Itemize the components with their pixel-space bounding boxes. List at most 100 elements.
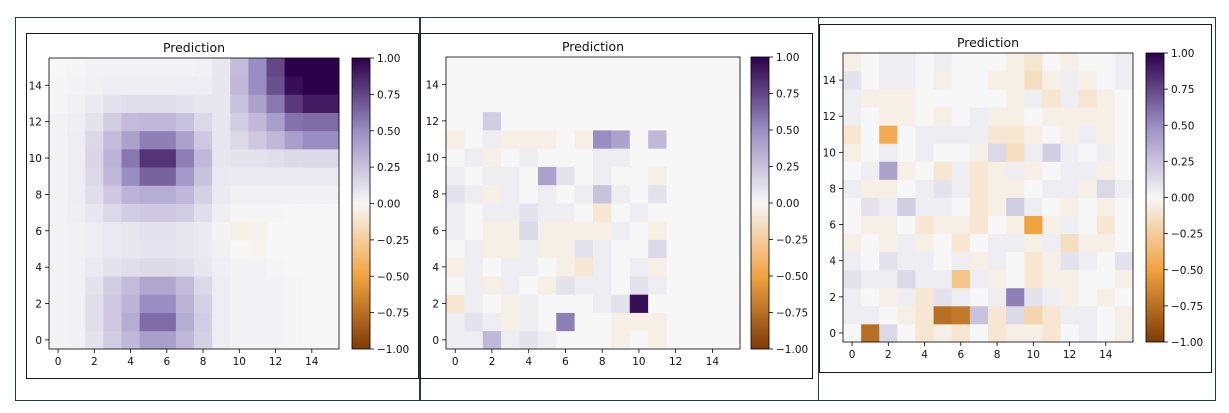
heatmap-cell	[721, 294, 741, 313]
heatmap-cell	[157, 76, 177, 95]
heatmap-cell	[574, 130, 594, 149]
heatmap-cell	[464, 221, 484, 240]
heatmap-cell	[951, 287, 971, 307]
heatmap-cell	[1024, 89, 1043, 108]
x-tick-label: 4	[921, 349, 928, 361]
colorbar	[1145, 52, 1165, 343]
heatmap-cell	[320, 94, 340, 113]
heatmap-cell	[230, 203, 249, 223]
heatmap-cell	[121, 130, 141, 150]
colorbar-tick-label: −0.75	[776, 308, 808, 320]
heatmap-cell	[933, 71, 953, 90]
heatmap-cell	[1114, 143, 1134, 162]
heatmap-cell	[537, 57, 557, 76]
heatmap-cell	[703, 312, 723, 332]
heatmap-cell	[175, 112, 195, 132]
heatmap-cell	[1024, 107, 1043, 126]
x-tick-label: 12	[1063, 349, 1076, 361]
heatmap-cell	[49, 112, 68, 132]
heatmap-cell	[629, 184, 649, 204]
heatmap-cell	[121, 94, 141, 113]
heatmap-cell	[284, 58, 304, 77]
heatmap-cell	[482, 130, 502, 149]
heatmap-cell	[212, 294, 231, 314]
heatmap-cell	[988, 269, 1007, 289]
heatmap-cell	[988, 161, 1007, 180]
heatmap-cell	[684, 111, 704, 131]
heatmap-cell	[1096, 323, 1116, 343]
heatmap-cell	[103, 112, 122, 132]
heatmap-cell	[969, 143, 989, 162]
colorbar-tick-label: 0.00	[776, 198, 799, 210]
heatmap-cell	[519, 294, 539, 313]
heatmap-cell	[121, 276, 141, 295]
heatmap-cell	[915, 71, 935, 90]
heatmap-cell	[897, 107, 916, 126]
heatmap-cell	[556, 239, 576, 259]
heatmap-cell	[284, 239, 304, 259]
heatmap-cell	[446, 57, 465, 76]
heatmap-cell	[121, 148, 141, 168]
heatmap-cell	[537, 111, 557, 131]
heatmap-cell	[988, 179, 1007, 198]
heatmap-cell	[988, 125, 1007, 144]
heatmap-cell	[248, 148, 267, 168]
heatmap-cell	[1042, 125, 1061, 144]
heatmap-cell	[703, 221, 723, 240]
heatmap-cell	[446, 330, 465, 350]
heatmap-cell	[194, 203, 213, 223]
heatmap-cell	[1006, 179, 1025, 198]
heatmap-cell	[446, 203, 465, 222]
colorbar-tick-label: 0.25	[377, 162, 400, 174]
heatmap-cell	[49, 94, 68, 113]
heatmap-cell	[302, 94, 322, 113]
heatmap-cell	[879, 143, 898, 162]
heatmap-cell	[1006, 53, 1025, 72]
heatmap-cell	[648, 148, 667, 167]
heatmap-cell	[519, 75, 539, 94]
plot-border	[48, 57, 340, 350]
heatmap-cell	[464, 57, 484, 76]
heatmap-cell	[721, 239, 741, 259]
heatmap-cell	[103, 167, 122, 186]
heatmap-cell	[1006, 269, 1025, 289]
heatmap-cell	[648, 111, 667, 131]
heatmap-cell	[684, 148, 704, 167]
heatmap-cell	[1114, 269, 1134, 289]
heatmap-cell	[1042, 305, 1061, 325]
heatmap-cell	[915, 53, 935, 72]
heatmap-cell	[103, 185, 122, 204]
heatmap-cell	[666, 203, 686, 222]
heatmap-cell	[1060, 287, 1080, 307]
heatmap-cell	[556, 330, 576, 350]
heatmap-cell	[879, 251, 898, 271]
heatmap-cell	[969, 215, 989, 235]
heatmap-cell	[194, 76, 213, 95]
heatmap-cell	[482, 148, 502, 167]
heatmap-cell	[1024, 53, 1043, 72]
heatmap-cell	[611, 312, 631, 332]
heatmap-cell	[302, 239, 322, 259]
colorbar-tick-label: −1.00	[776, 344, 808, 356]
heatmap-cell	[501, 257, 520, 277]
heatmap-cell	[1078, 269, 1098, 289]
heatmap-cell	[915, 107, 935, 126]
heatmap-cell	[157, 239, 177, 259]
heatmap-cell	[843, 197, 862, 216]
heatmap-cell	[648, 75, 667, 94]
heatmap-cell	[611, 130, 631, 149]
heatmap-cell	[1006, 215, 1025, 235]
heatmap-cell	[861, 269, 880, 289]
heatmap-cell	[302, 130, 322, 150]
heatmap-cell	[1060, 215, 1080, 235]
heatmap-cell	[49, 167, 68, 186]
heatmap-cell	[951, 179, 971, 198]
heatmap-cell	[194, 239, 213, 259]
heatmap-cell	[121, 294, 141, 314]
heatmap-cell	[574, 75, 594, 94]
heatmap-cell	[537, 330, 557, 350]
heatmap-cell	[1060, 323, 1080, 343]
heatmap-cell	[501, 148, 520, 167]
heatmap-cell	[1060, 89, 1080, 108]
heatmap-cell	[501, 130, 520, 149]
